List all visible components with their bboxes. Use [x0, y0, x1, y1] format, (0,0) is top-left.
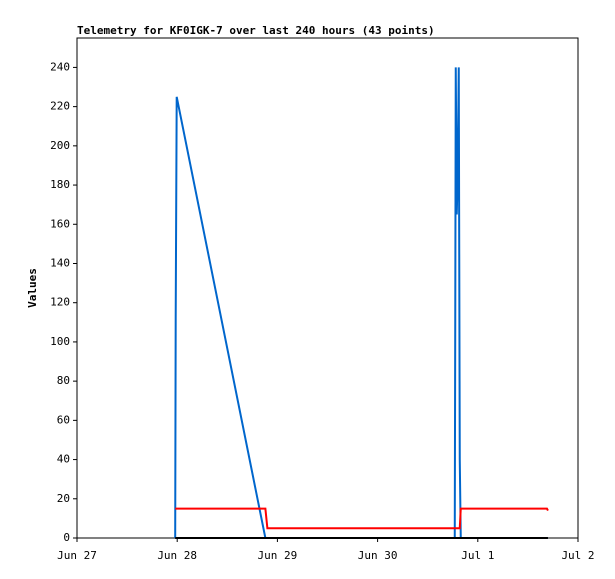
y-tick-label: 220: [50, 100, 70, 113]
x-tick-label: Jun 27: [57, 549, 97, 562]
series-line: [175, 507, 549, 530]
y-tick-label: 100: [50, 335, 70, 348]
y-tick-label: 60: [57, 413, 70, 426]
x-tick-label: Jun 28: [157, 549, 197, 562]
x-tick-label: Jun 29: [258, 549, 298, 562]
x-tick-label: Jul 1: [461, 549, 494, 562]
y-tick-label: 140: [50, 256, 70, 269]
y-tick-label: 40: [57, 453, 70, 466]
y-tick-label: 240: [50, 60, 70, 73]
y-tick-label: 200: [50, 139, 70, 152]
y-axis-label: Values: [26, 268, 39, 308]
y-tick-label: 180: [50, 178, 70, 191]
plot-frame: [76, 37, 579, 539]
y-tick-label: 20: [57, 492, 70, 505]
x-tick-label: Jun 30: [358, 549, 398, 562]
series-line: [174, 67, 548, 539]
y-tick-label: 120: [50, 296, 70, 309]
x-tick-label: Jul 2: [561, 549, 594, 562]
y-tick-label: 0: [63, 531, 70, 544]
chart-title: Telemetry for KF0IGK-7 over last 240 hou…: [77, 24, 435, 37]
y-tick-label: 160: [50, 217, 70, 230]
y-tick-label: 80: [57, 374, 70, 387]
